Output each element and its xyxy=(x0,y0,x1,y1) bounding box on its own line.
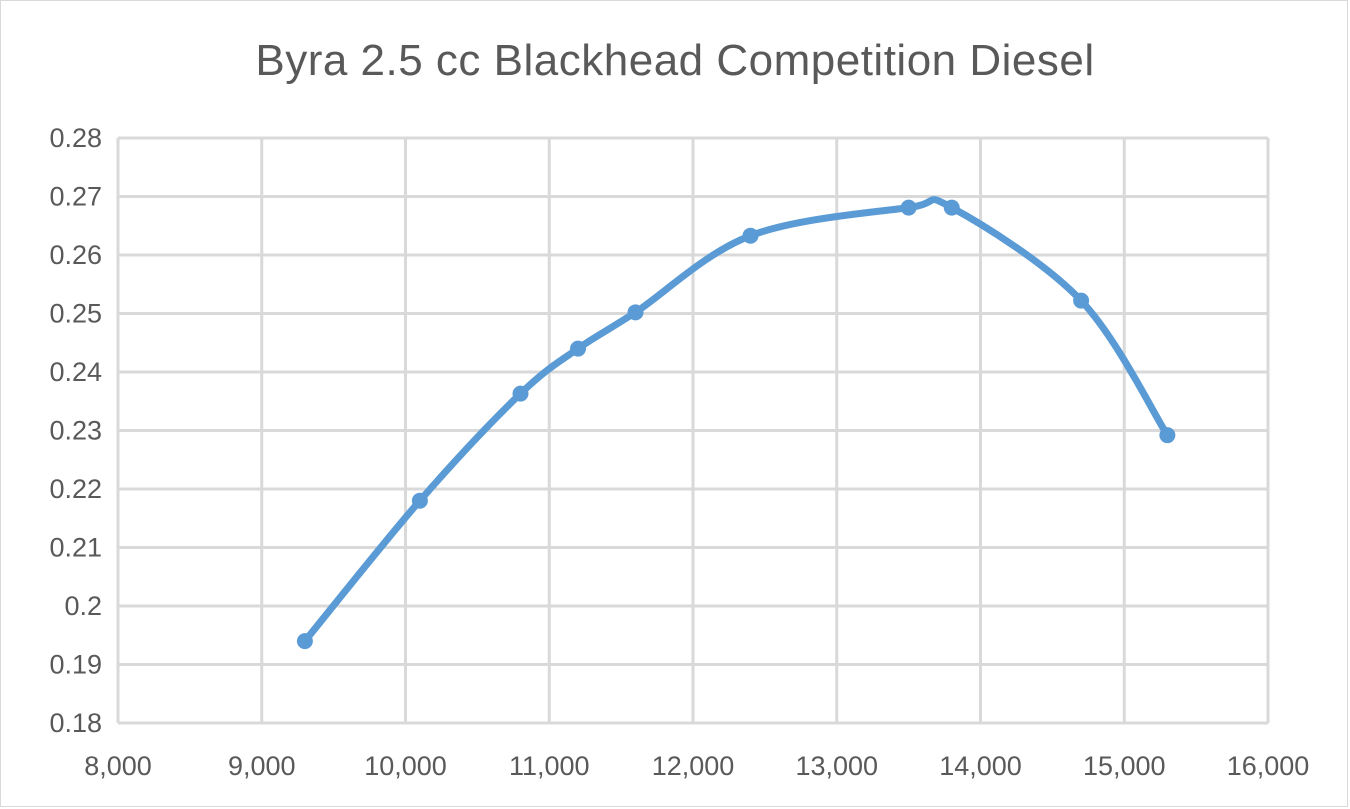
grid-lines xyxy=(116,136,1270,725)
y-tick-label: 0.21 xyxy=(49,533,102,563)
y-tick-label: 0.26 xyxy=(49,240,102,270)
data-point-marker xyxy=(1159,427,1176,444)
x-tick-label: 10,000 xyxy=(364,751,447,781)
chart-title: Byra 2.5 cc Blackhead Competition Diesel xyxy=(255,36,1095,85)
y-tick-label: 0.28 xyxy=(49,123,102,153)
x-tick-label: 11,000 xyxy=(509,751,590,781)
data-point-marker xyxy=(296,633,313,650)
series-layer xyxy=(296,196,1176,650)
data-point-marker xyxy=(411,492,428,509)
data-point-marker xyxy=(943,199,960,216)
x-tick-label: 9,000 xyxy=(228,751,296,781)
x-tick-label: 15,000 xyxy=(1083,751,1166,781)
y-tick-label: 0.24 xyxy=(49,357,102,387)
x-tick-label: 16,000 xyxy=(1227,751,1310,781)
data-point-marker xyxy=(627,304,644,321)
data-point-marker xyxy=(570,340,586,357)
series-line xyxy=(301,196,1171,645)
data-point-marker xyxy=(512,385,529,402)
y-tick-label: 0.23 xyxy=(49,416,102,446)
data-point-marker xyxy=(1073,292,1090,309)
y-tick-label: 0.27 xyxy=(49,182,102,212)
data-point-marker xyxy=(900,199,917,216)
y-tick-label: 0.19 xyxy=(49,650,102,680)
x-tick-label: 8,000 xyxy=(84,751,152,781)
x-tick-label: 12,000 xyxy=(652,751,735,781)
x-tick-label: 14,000 xyxy=(939,751,1022,781)
data-point-marker xyxy=(742,227,759,244)
y-tick-label: 0.18 xyxy=(49,708,102,738)
tick-labels: 0.18 0.19 0.2 0.21 0.22 0.23 0.24 0.25 0.26 0.27 0… xyxy=(49,123,1309,781)
x-tick-label: 13,000 xyxy=(795,751,878,781)
y-tick-label: 0.22 xyxy=(49,474,102,504)
y-tick-label: 0.2 xyxy=(64,591,102,621)
y-tick-label: 0.25 xyxy=(49,299,102,329)
